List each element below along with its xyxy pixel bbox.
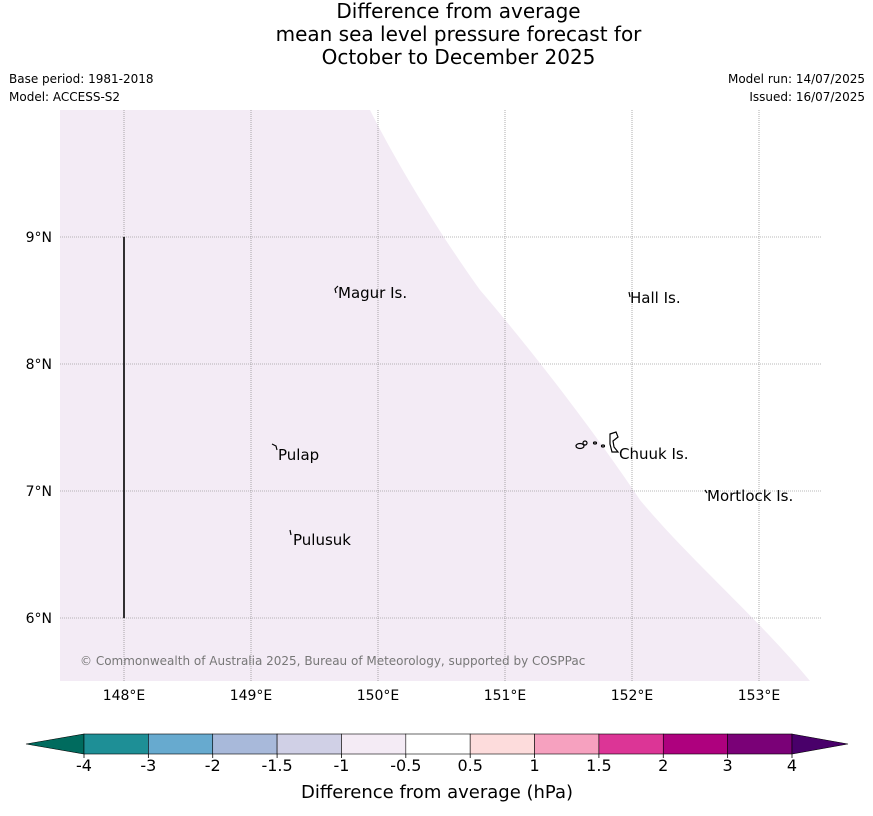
model-name: Model: ACCESS-S2	[9, 90, 121, 104]
colorbar-tick-label: -0.5	[390, 756, 421, 775]
colorbar-tick-label: -2	[205, 756, 221, 775]
lon-label-150: 150°E	[357, 688, 400, 704]
colorbar-extend-high	[791, 733, 849, 755]
place-label-chuuk: Chuuk Is.	[619, 445, 688, 463]
colorbar-tick-label: -1	[333, 756, 349, 775]
chuuk-islet	[592, 441, 598, 445]
place-label-mortlock: Mortlock Is.	[707, 487, 793, 505]
chuuk-islet	[609, 431, 620, 453]
mortlock-island-outline	[704, 489, 708, 494]
base-period: Base period: 1981-2018	[9, 72, 154, 86]
colorbar-segment	[469, 733, 535, 755]
colorbar-segment	[341, 733, 407, 755]
lat-label-8: 8°N	[26, 357, 52, 373]
lon-label-152: 152°E	[611, 688, 654, 704]
copyright-note: © Commonwealth of Australia 2025, Bureau…	[80, 654, 585, 668]
meta-right: Model run: 14/07/2025 Issued: 16/07/2025	[728, 70, 865, 106]
issued-date: Issued: 16/07/2025	[749, 90, 865, 104]
colorbar-segment	[212, 733, 278, 755]
colorbar-tick-label: 1	[529, 756, 539, 775]
lat-label-7: 7°N	[26, 484, 52, 500]
colorbar-segment	[598, 733, 664, 755]
magur-island-outline	[334, 285, 339, 294]
colorbar-segment	[148, 733, 214, 755]
meta-left: Base period: 1981-2018 Model: ACCESS-S2	[9, 70, 154, 106]
lon-label-149: 149°E	[230, 688, 273, 704]
colorbar-title: Difference from average (hPa)	[301, 782, 573, 803]
colorbar-tick-label: 3	[723, 756, 733, 775]
colorbar-segment	[83, 733, 149, 755]
place-label-pulusuk: Pulusuk	[293, 531, 351, 549]
place-label-magur: Magur Is.	[338, 284, 407, 302]
title-line-3: October to December 2025	[321, 45, 596, 69]
title-line-1: Difference from average	[336, 0, 581, 23]
chuuk-islet	[600, 444, 606, 448]
hall-island-outline	[628, 291, 631, 298]
colorbar-ticks: -4 -3 -2 -1.5 -1 -0.5 0.5 1 1.5 2 3 4	[76, 754, 797, 775]
graticule	[60, 110, 822, 681]
lat-label-9: 9°N	[26, 230, 52, 246]
lon-label-151: 151°E	[484, 688, 527, 704]
colorbar-segment	[727, 733, 793, 755]
model-run: Model run: 14/07/2025	[727, 72, 865, 86]
place-label-pulap: Pulap	[278, 446, 319, 464]
island-outlines	[271, 285, 708, 536]
colorbar-segment	[405, 733, 471, 755]
colorbar-extend-low	[25, 733, 85, 755]
colorbar	[25, 733, 849, 755]
colorbar-tick-label: 2	[658, 756, 668, 775]
colorbar-segment	[276, 733, 342, 755]
pressure-anomaly-shading	[60, 110, 810, 681]
lat-label-6: 6°N	[26, 611, 52, 627]
colorbar-tick-label: -3	[140, 756, 156, 775]
colorbar-tick-label: 0.5	[457, 756, 482, 775]
pulap-island-outline	[271, 443, 278, 451]
chuuk-islet	[582, 440, 588, 446]
lon-label-153: 153°E	[738, 688, 781, 704]
place-label-hall: Hall Is.	[630, 289, 681, 307]
chuuk-lagoon-islands	[575, 431, 620, 453]
map-title: Difference from average mean sea level p…	[0, 0, 873, 69]
colorbar-tick-label: 4	[787, 756, 797, 775]
colorbar-tick-label: 1.5	[586, 756, 611, 775]
colorbar-tick-label: -1.5	[261, 756, 292, 775]
lon-label-148: 148°E	[103, 688, 146, 704]
colorbar-segment	[662, 733, 728, 755]
chuuk-islet	[575, 442, 585, 450]
colorbar-segment	[534, 733, 600, 755]
title-line-2: mean sea level pressure forecast for	[275, 22, 642, 46]
pulusuk-island-outline	[289, 529, 292, 536]
colorbar-tick-label: -4	[76, 756, 92, 775]
